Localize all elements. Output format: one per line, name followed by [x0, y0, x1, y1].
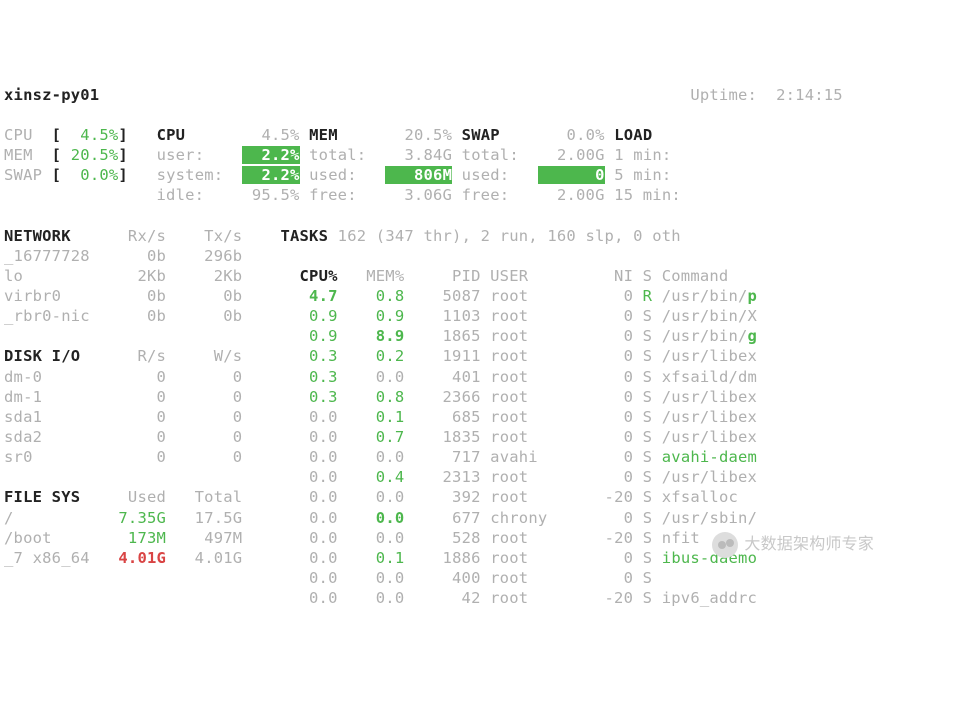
watermark-text: 大数据架构师专家	[744, 535, 874, 556]
terminal-screen: xinsz-py01 Uptime: 2:14:15 CPU [ 4.5%] C…	[4, 85, 954, 609]
wechat-icon	[712, 532, 738, 558]
watermark: 大数据架构师专家	[712, 532, 874, 558]
